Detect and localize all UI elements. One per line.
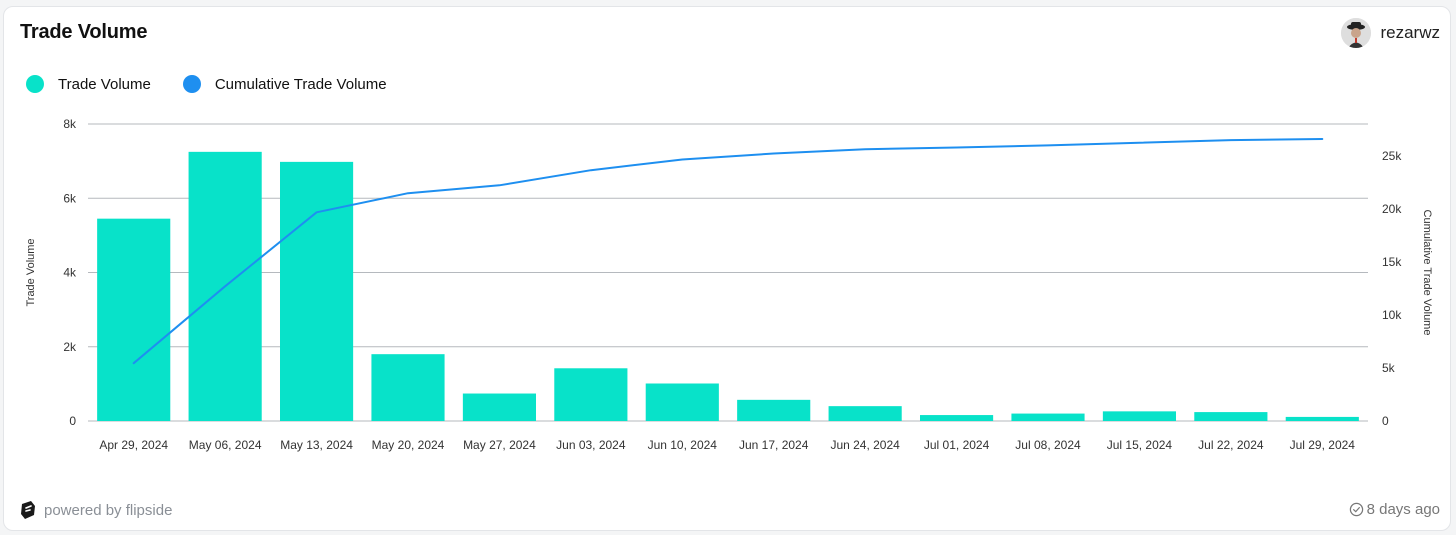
x-tick-label: Jul 15, 2024 [1107,438,1173,452]
bar [737,399,811,421]
bar [1194,412,1268,421]
x-tick-label: Jun 24, 2024 [830,438,900,452]
x-tick-label: Jul 29, 2024 [1290,438,1356,452]
y-right-tick-label: 20k [1382,202,1402,216]
last-updated: 8 days ago [1349,501,1440,518]
bar [1285,416,1359,421]
legend-label: Cumulative Trade Volume [214,75,387,93]
x-tick-label: Jun 03, 2024 [556,438,626,452]
x-tick-label: Jul 22, 2024 [1198,438,1264,452]
legend-item-trade-volume[interactable]: Trade Volume [26,75,151,93]
x-tick-label: Apr 29, 2024 [99,438,168,452]
y-right-tick-label: 10k [1382,308,1402,322]
legend-dot-icon [182,75,201,93]
powered-by-label: powered by flipside [44,501,173,519]
cumulative-line [132,138,1324,365]
bar [554,368,628,421]
legend-item-cumulative-trade-volume[interactable]: Cumulative Trade Volume [182,75,387,93]
y-right-tick-label: 25k [1382,149,1402,163]
bar [828,406,902,421]
avatar[interactable] [1341,18,1372,48]
chart-title: Trade Volume [20,21,148,43]
x-tick-label: May 06, 2024 [189,438,262,452]
bar [645,383,719,421]
y-right-tick-label: 0 [1382,414,1389,428]
bar [920,415,994,421]
bar [280,161,354,421]
timestamp: 8 days ago [1366,501,1440,518]
y-left-axis-title: Trade Volume [25,238,37,306]
y-right-tick-label: 15k [1382,255,1402,269]
x-tick-label: Jun 10, 2024 [648,438,718,452]
x-tick-label: May 13, 2024 [280,438,353,452]
bar [97,218,171,421]
x-tick-label: Jun 17, 2024 [739,438,809,452]
y-left-tick-label: 4k [63,266,77,280]
chart-legend: Trade Volume Cumulative Trade Volume [26,75,387,93]
bar [462,393,536,421]
x-tick-label: May 20, 2024 [372,438,445,452]
check-circle-icon [1349,502,1363,517]
user-badge[interactable]: rezarwz [1341,18,1440,48]
y-left-tick-label: 8k [63,117,77,131]
legend-dot-icon [26,75,44,93]
y-right-tick-label: 5k [1382,361,1396,375]
y-left-tick-label: 6k [63,191,77,205]
flipside-logo-icon [21,501,35,519]
x-tick-label: May 27, 2024 [463,438,536,452]
y-left-tick-label: 0 [69,414,76,428]
bar [371,354,445,421]
y-right-axis-title: Cumulative Trade Volume [1421,210,1433,336]
x-tick-label: Jul 01, 2024 [924,438,990,452]
x-tick-label: Jul 08, 2024 [1015,438,1081,452]
y-left-tick-label: 2k [63,340,77,354]
bar [1102,411,1176,421]
powered-by[interactable]: powered by flipside [18,500,172,520]
legend-label: Trade Volume [58,75,151,93]
bar [1011,413,1085,421]
username[interactable]: rezarwz [1380,23,1440,42]
